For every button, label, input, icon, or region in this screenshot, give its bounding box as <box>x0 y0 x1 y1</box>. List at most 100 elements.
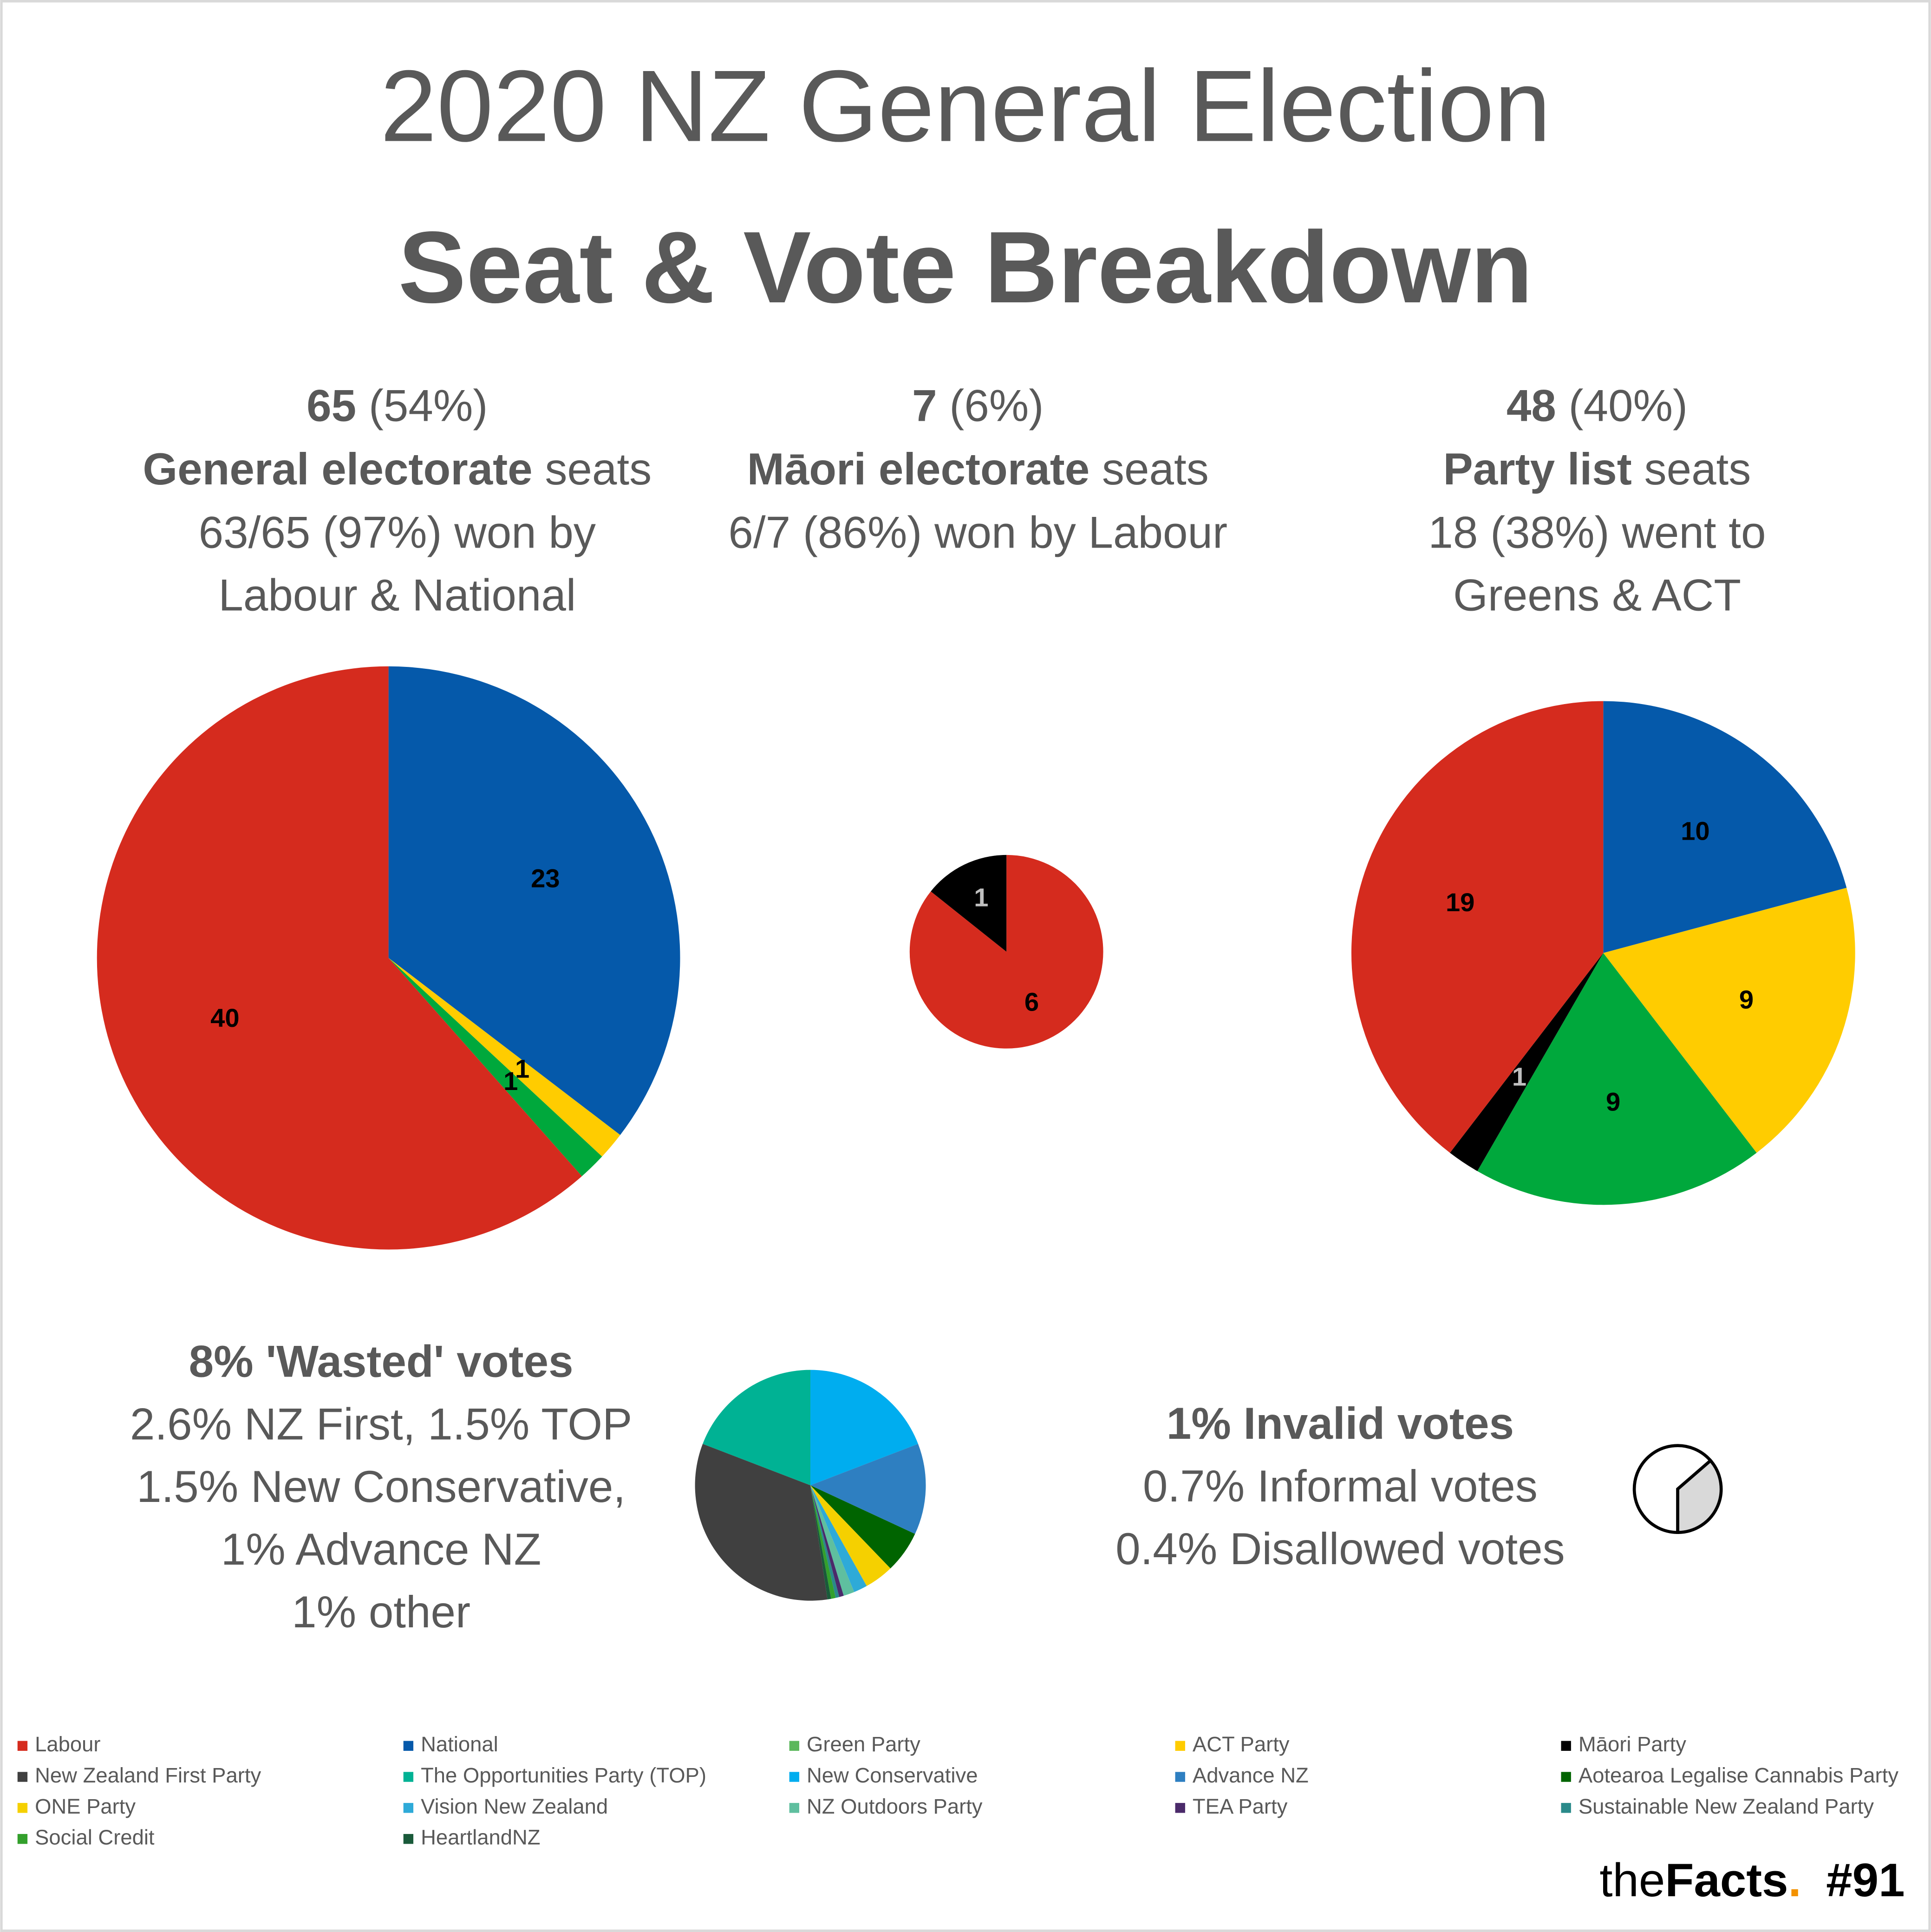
seat-count: 48 <box>1507 381 1556 431</box>
pie-slice <box>388 958 620 1157</box>
data-label: 40 <box>210 1003 239 1032</box>
legend-label: The Opportunities Party (TOP) <box>421 1763 706 1787</box>
legend-label: Māori Party <box>1579 1732 1686 1756</box>
data-label: 10 <box>1681 816 1709 846</box>
seat-type: General electorate <box>143 444 532 494</box>
legend-label: Vision New Zealand <box>421 1795 608 1818</box>
legend-label: TEA Party <box>1193 1795 1288 1818</box>
legend-label: Green Party <box>807 1732 920 1756</box>
seat-count: 65 <box>307 381 356 431</box>
pie-slice <box>810 1485 836 1599</box>
pie-slice <box>810 1485 915 1569</box>
legend-label: Aotearoa Legalise Cannabis Party <box>1579 1763 1898 1787</box>
subtitle: Seat & Vote Breakdown <box>398 211 1533 324</box>
pie-header-label: Māori electorate seats <box>747 444 1209 494</box>
legend-swatch <box>17 1772 28 1782</box>
pie-slice <box>1603 888 1855 1153</box>
legend-swatch <box>1175 1741 1185 1751</box>
legend-label: National <box>421 1732 498 1756</box>
seat-type: Party list <box>1443 444 1632 494</box>
legend-swatch <box>17 1834 28 1844</box>
pie-slice <box>810 1485 867 1593</box>
pie-slice <box>1603 701 1847 953</box>
pie-slice <box>703 1370 811 1486</box>
legend-label: New Conservative <box>807 1763 978 1787</box>
pie-slice <box>909 855 1103 1049</box>
pie-slice <box>388 958 602 1176</box>
pie-note: 0.4% Disallowed votes <box>1116 1524 1565 1574</box>
pie-note: Labour & National <box>218 571 576 620</box>
legend-swatch <box>17 1741 28 1751</box>
legend-swatch <box>17 1803 28 1813</box>
pie-slice <box>388 666 680 1135</box>
pie-slice <box>810 1443 926 1534</box>
pie-slice <box>97 666 582 1250</box>
legend-label: Advance NZ <box>1193 1763 1309 1787</box>
title: 2020 NZ General Election <box>380 50 1551 163</box>
pie-header-count: 65 (54%) <box>307 381 488 431</box>
legend-label: ACT Party <box>1193 1732 1290 1756</box>
legend-swatch <box>403 1834 414 1844</box>
legend-swatch <box>403 1741 414 1751</box>
pie-slice <box>695 1443 828 1601</box>
legend-label: Social Credit <box>35 1826 155 1849</box>
legend-label: Labour <box>35 1732 100 1756</box>
legend-label: New Zealand First Party <box>35 1763 261 1787</box>
pie-note: 1.5% New Conservative, <box>137 1462 626 1512</box>
pie-note: 6/7 (86%) won by Labour <box>728 508 1227 558</box>
pie-slice <box>810 1370 918 1486</box>
pie-header-label: Party list seats <box>1443 444 1751 494</box>
data-label: 19 <box>1446 888 1474 917</box>
pie-slice <box>810 1485 855 1596</box>
pie-note: 18 (38%) went to <box>1428 508 1766 558</box>
brand-dot: . <box>1788 1854 1801 1906</box>
pie-slice <box>810 1485 844 1597</box>
pie-slice <box>1450 953 1604 1171</box>
pie-slice <box>810 1485 831 1599</box>
seat-share: (6%) <box>949 381 1044 431</box>
legend-swatch <box>1561 1772 1571 1782</box>
issue-number: #91 <box>1826 1854 1905 1906</box>
data-label: 9 <box>1606 1087 1620 1116</box>
pie-slice <box>1351 701 1604 1153</box>
pie-header-count: 7 (6%) <box>912 381 1044 431</box>
pie-header-label: General electorate seats <box>143 444 652 494</box>
pie-slice <box>931 855 1007 952</box>
seat-count: 7 <box>912 381 937 431</box>
pie-slice <box>1477 953 1757 1205</box>
pie-heading: 1% Invalid votes <box>1167 1399 1514 1449</box>
pie-note: 0.7% Informal votes <box>1143 1462 1538 1511</box>
pie-slice <box>810 1485 840 1598</box>
legend-label: ONE Party <box>35 1795 136 1818</box>
pie-slice <box>810 1485 891 1586</box>
pie-note: 63/65 (97%) won by <box>199 508 596 558</box>
pie-note: 2.6% NZ First, 1.5% TOP <box>130 1399 632 1449</box>
legend-label: NZ Outdoors Party <box>807 1795 983 1818</box>
pie-header-count: 48 (40%) <box>1507 381 1688 431</box>
data-label: 23 <box>531 863 560 893</box>
brand-bold: Facts <box>1665 1854 1788 1906</box>
legend-swatch <box>1561 1803 1571 1813</box>
seat-share: (54%) <box>369 381 488 431</box>
seat-word: seats <box>1644 444 1751 494</box>
legend-label: HeartlandNZ <box>421 1826 540 1849</box>
legend-swatch <box>789 1741 799 1751</box>
pie-slice <box>1632 1444 1713 1534</box>
pie-heading: 8% 'Wasted' votes <box>189 1337 574 1386</box>
pie-note: Greens & ACT <box>1453 571 1741 620</box>
legend-label: Sustainable New Zealand Party <box>1579 1795 1874 1818</box>
brand-light: the <box>1599 1854 1665 1906</box>
data-label: 9 <box>1739 985 1754 1014</box>
legend-swatch <box>1561 1741 1571 1751</box>
data-label: 1 <box>974 882 988 912</box>
seat-share: (40%) <box>1569 381 1688 431</box>
legend-swatch <box>1175 1803 1185 1813</box>
legend-swatch <box>1175 1772 1185 1782</box>
legend-swatch <box>403 1772 414 1782</box>
seat-word: seats <box>1102 444 1209 494</box>
pie-note: 1% Advance NZ <box>221 1525 541 1574</box>
seat-word: seats <box>545 444 652 494</box>
legend-swatch <box>789 1803 799 1813</box>
footer-brand: theFacts. #91 <box>1599 1854 1905 1906</box>
